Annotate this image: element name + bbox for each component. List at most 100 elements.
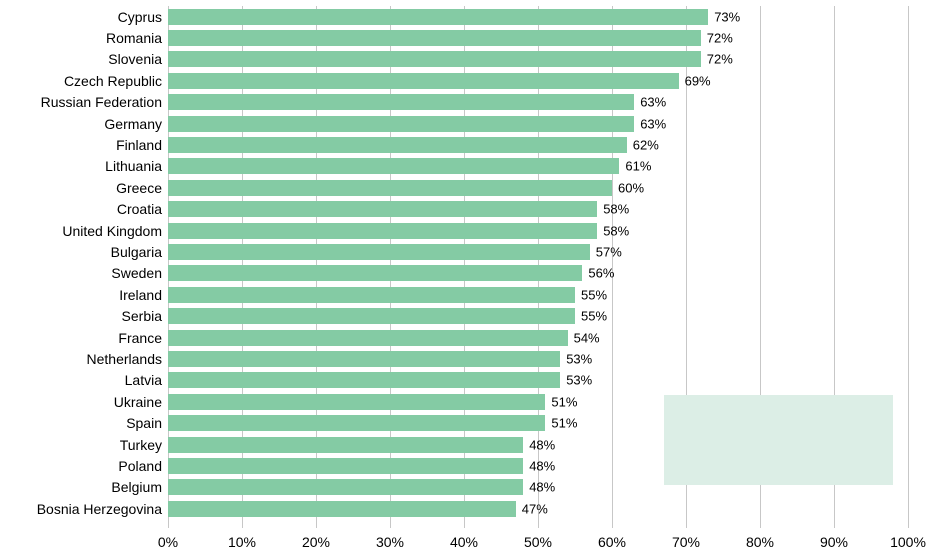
y-axis-label: Finland bbox=[116, 137, 162, 153]
bar bbox=[168, 501, 516, 517]
x-tick-label: 100% bbox=[890, 534, 926, 550]
bar-row: Slovenia72% bbox=[168, 49, 908, 70]
bar bbox=[168, 30, 701, 46]
y-axis-label: Greece bbox=[116, 180, 162, 196]
bar-row: Ukraine51% bbox=[168, 391, 908, 412]
bar-value-label: 72% bbox=[707, 31, 733, 46]
y-axis-label: Latvia bbox=[125, 372, 162, 388]
bar-row: Cyprus73% bbox=[168, 6, 908, 27]
y-axis-label: Croatia bbox=[117, 201, 162, 217]
bar-row: Germany63% bbox=[168, 113, 908, 134]
y-axis-label: Spain bbox=[126, 415, 162, 431]
bar-value-label: 54% bbox=[574, 330, 600, 345]
bar bbox=[168, 394, 545, 410]
y-axis-label: Cyprus bbox=[118, 9, 162, 25]
bar bbox=[168, 116, 634, 132]
y-axis-label: Slovenia bbox=[108, 51, 162, 67]
bar-row: Netherlands53% bbox=[168, 348, 908, 369]
bar-value-label: 53% bbox=[566, 352, 592, 367]
bar-row: Serbia55% bbox=[168, 306, 908, 327]
y-axis-label: Poland bbox=[118, 458, 162, 474]
bar-row: Lithuania61% bbox=[168, 156, 908, 177]
bar bbox=[168, 415, 545, 431]
x-tick-label: 10% bbox=[228, 534, 256, 550]
x-tick-label: 60% bbox=[598, 534, 626, 550]
y-axis-label: Ireland bbox=[119, 287, 162, 303]
bar-value-label: 72% bbox=[707, 52, 733, 67]
bar-value-label: 73% bbox=[714, 9, 740, 24]
bar bbox=[168, 479, 523, 495]
bar bbox=[168, 9, 708, 25]
bar bbox=[168, 351, 560, 367]
bar bbox=[168, 437, 523, 453]
bar-value-label: 69% bbox=[685, 73, 711, 88]
bar-value-label: 48% bbox=[529, 437, 555, 452]
y-axis-label: Russian Federation bbox=[41, 94, 162, 110]
bar bbox=[168, 308, 575, 324]
bar-row: Belgium48% bbox=[168, 477, 908, 498]
y-axis-label: Lithuania bbox=[105, 158, 162, 174]
bar-row: Bosnia Herzegovina47% bbox=[168, 498, 908, 519]
y-axis-label: Serbia bbox=[122, 308, 162, 324]
bar-row: Bulgaria57% bbox=[168, 241, 908, 262]
bar-row: Sweden56% bbox=[168, 263, 908, 284]
bar-value-label: 58% bbox=[603, 202, 629, 217]
y-axis-label: Bulgaria bbox=[111, 244, 162, 260]
bar-value-label: 48% bbox=[529, 480, 555, 495]
x-tick-label: 20% bbox=[302, 534, 330, 550]
bar bbox=[168, 158, 619, 174]
bar-value-label: 63% bbox=[640, 116, 666, 131]
bar-value-label: 55% bbox=[581, 309, 607, 324]
bar bbox=[168, 265, 582, 281]
x-tick-label: 40% bbox=[450, 534, 478, 550]
bar bbox=[168, 137, 627, 153]
bar bbox=[168, 372, 560, 388]
y-axis-label: Germany bbox=[104, 116, 162, 132]
gridline bbox=[908, 6, 909, 528]
y-axis-label: Romania bbox=[106, 30, 162, 46]
bar-row: Finland62% bbox=[168, 134, 908, 155]
bar-row: Russian Federation63% bbox=[168, 92, 908, 113]
bar bbox=[168, 94, 634, 110]
bar-row: Ireland55% bbox=[168, 284, 908, 305]
x-tick-label: 70% bbox=[672, 534, 700, 550]
bar-row: Turkey48% bbox=[168, 434, 908, 455]
y-axis-label: Czech Republic bbox=[64, 73, 162, 89]
x-tick-label: 30% bbox=[376, 534, 404, 550]
x-tick-label: 0% bbox=[158, 534, 178, 550]
bar bbox=[168, 244, 590, 260]
x-tick-label: 90% bbox=[820, 534, 848, 550]
bar-row: Czech Republic69% bbox=[168, 70, 908, 91]
bar-value-label: 48% bbox=[529, 459, 555, 474]
bar-value-label: 57% bbox=[596, 245, 622, 260]
bar-row: Latvia53% bbox=[168, 370, 908, 391]
bar-value-label: 61% bbox=[625, 159, 651, 174]
bar-value-label: 53% bbox=[566, 373, 592, 388]
bar-value-label: 55% bbox=[581, 287, 607, 302]
y-axis-label: Bosnia Herzegovina bbox=[37, 501, 162, 517]
bar bbox=[168, 330, 568, 346]
x-tick-label: 80% bbox=[746, 534, 774, 550]
bar-row: Poland48% bbox=[168, 455, 908, 476]
bar-value-label: 51% bbox=[551, 416, 577, 431]
horizontal-bar-chart: Cyprus73%Romania72%Slovenia72%Czech Repu… bbox=[0, 0, 928, 558]
bar-value-label: 63% bbox=[640, 95, 666, 110]
bar-row: Spain51% bbox=[168, 413, 908, 434]
bar-value-label: 47% bbox=[522, 501, 548, 516]
bar bbox=[168, 458, 523, 474]
bar bbox=[168, 201, 597, 217]
bar-row: France54% bbox=[168, 327, 908, 348]
bar-row: Romania72% bbox=[168, 27, 908, 48]
y-axis-label: United Kingdom bbox=[62, 223, 162, 239]
bar-value-label: 51% bbox=[551, 394, 577, 409]
bar-row: United Kingdom58% bbox=[168, 220, 908, 241]
x-tick-label: 50% bbox=[524, 534, 552, 550]
bar bbox=[168, 73, 679, 89]
y-axis-label: Netherlands bbox=[87, 351, 163, 367]
bar-value-label: 62% bbox=[633, 138, 659, 153]
bar-row: Croatia58% bbox=[168, 199, 908, 220]
y-axis-label: Ukraine bbox=[114, 394, 162, 410]
plot-area: Cyprus73%Romania72%Slovenia72%Czech Repu… bbox=[168, 6, 908, 528]
bar-row: Greece60% bbox=[168, 177, 908, 198]
bar-value-label: 60% bbox=[618, 180, 644, 195]
